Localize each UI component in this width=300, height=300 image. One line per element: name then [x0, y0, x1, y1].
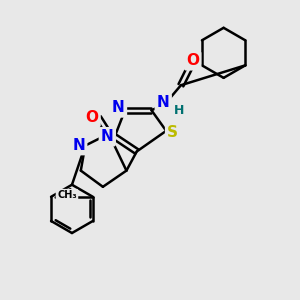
Text: S: S: [167, 125, 178, 140]
Text: N: N: [112, 100, 125, 116]
Text: N: N: [157, 95, 169, 110]
Text: N: N: [101, 129, 114, 144]
Text: O: O: [85, 110, 98, 125]
Text: H: H: [174, 104, 184, 117]
Text: N: N: [72, 138, 85, 153]
Text: CH₃: CH₃: [57, 190, 77, 200]
Text: O: O: [186, 53, 199, 68]
